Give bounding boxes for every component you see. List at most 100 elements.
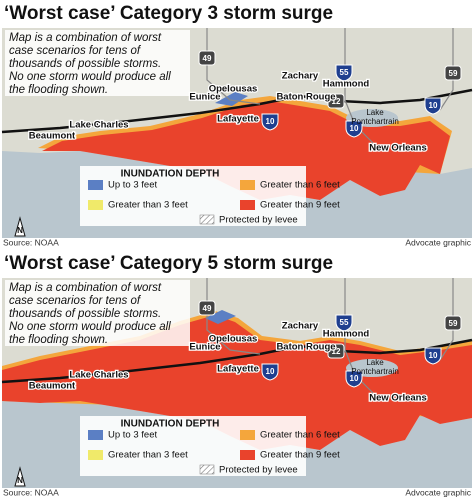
highway-number: 12 <box>332 347 341 356</box>
road <box>439 28 454 111</box>
highway-shield <box>444 65 462 81</box>
road <box>439 278 454 361</box>
interstate-shield <box>424 97 442 115</box>
interstate-shield <box>261 363 279 381</box>
note-box <box>5 30 190 96</box>
legend-label: Greater than 9 feet <box>260 450 340 461</box>
surge-blue <box>205 310 236 324</box>
highway-number: 10 <box>429 351 438 360</box>
credit: Advocate graphic <box>405 237 471 247</box>
legend-label: Up to 3 feet <box>108 180 157 191</box>
city-label: Beaumont <box>29 381 76 392</box>
panel-title: ‘Worst case’ Category 3 storm surge <box>4 3 333 24</box>
source: Source: NOAA <box>3 487 59 497</box>
note-line: No one storm would produce all <box>9 71 171 83</box>
note-line: thousands of possible storms. <box>9 58 161 70</box>
north-label: N <box>17 476 23 485</box>
highway-number: 10 <box>350 374 359 383</box>
city-label: New Orleans <box>369 393 427 404</box>
city-label: Beaumont <box>29 131 76 142</box>
interstate <box>1 88 473 134</box>
legend-box <box>80 416 306 476</box>
interstate-shield <box>261 113 279 131</box>
highway-number: 12 <box>332 97 341 106</box>
highway-number: 10 <box>429 101 438 110</box>
city-label: Zachary <box>282 71 319 82</box>
city-label: Baton Rouge <box>276 92 335 103</box>
north-arrow <box>14 216 26 237</box>
note-line: No one storm would produce all <box>9 321 171 333</box>
legend-label: Up to 3 feet <box>108 430 157 441</box>
highway-number: 10 <box>350 124 359 133</box>
levee-swatch <box>199 214 215 225</box>
highway-shield <box>327 343 345 359</box>
legend-label: Protected by levee <box>219 465 298 476</box>
highway-shield <box>198 300 216 316</box>
interstate <box>1 338 473 384</box>
city-label: Lake Charles <box>69 370 128 381</box>
highway-shield <box>444 315 462 331</box>
levee-swatch <box>199 464 215 475</box>
city-label: Eunice <box>189 342 220 353</box>
legend-label: Greater than 3 feet <box>108 200 188 211</box>
road <box>344 278 381 401</box>
lake-label: Pontchartrain <box>351 367 399 376</box>
surge-red <box>2 315 472 450</box>
north-label: N <box>17 226 23 235</box>
highway-number: 10 <box>266 367 275 376</box>
panel: ‘Worst case’ Category 5 storm surge Map i… <box>1 253 473 497</box>
highway-shield <box>327 93 345 109</box>
city-label: Lafayette <box>217 114 259 125</box>
legend-box <box>80 166 306 226</box>
city-label: Hammond <box>323 329 370 340</box>
interstate-shield <box>335 314 353 332</box>
panel: ‘Worst case’ Category 3 storm surge Map i… <box>1 3 473 247</box>
highway-shield <box>198 50 216 66</box>
legend-swatch <box>88 450 103 460</box>
interstate-shield <box>335 64 353 82</box>
note-line: the flooding shown. <box>9 84 108 96</box>
legend-swatch <box>240 200 255 210</box>
legend-swatch <box>88 180 103 190</box>
city-label: Lafayette <box>217 364 259 375</box>
city-label: Lake Charles <box>69 120 128 131</box>
credit: Advocate graphic <box>405 487 471 497</box>
lake-label: Lake <box>366 358 384 367</box>
highway-number: 55 <box>340 68 349 77</box>
legend-label: Greater than 9 feet <box>260 200 340 211</box>
legend-swatch <box>88 200 103 210</box>
interstate-shield <box>345 120 363 138</box>
legend-label: Greater than 6 feet <box>260 180 340 191</box>
lake-label: Lake <box>366 108 384 117</box>
note-line: the flooding shown. <box>9 334 108 346</box>
interstate-shield <box>345 370 363 388</box>
city-label: Zachary <box>282 321 319 332</box>
city-label: Eunice <box>189 92 220 103</box>
note-line: thousands of possible storms. <box>9 308 161 320</box>
note-line: case scenarios for tens of <box>9 295 142 307</box>
legend-label: Protected by levee <box>219 215 298 226</box>
north-arrow <box>14 466 26 487</box>
city-label: New Orleans <box>369 143 427 154</box>
note-line: Map is a combination of worst <box>9 282 162 294</box>
note-line: Map is a combination of worst <box>9 32 162 44</box>
highway-number: 59 <box>449 319 458 328</box>
highway-number: 55 <box>340 318 349 327</box>
source: Source: NOAA <box>3 237 59 247</box>
city-label: Opelousas <box>209 84 258 95</box>
note-line: case scenarios for tens of <box>9 45 142 57</box>
panel-title: ‘Worst case’ Category 5 storm surge <box>4 253 333 274</box>
highway-number: 10 <box>266 117 275 126</box>
city-label: Baton Rouge <box>276 342 335 353</box>
legend-swatch <box>240 450 255 460</box>
surge-blue <box>215 92 248 106</box>
legend-label: Greater than 3 feet <box>108 450 188 461</box>
city-label: Hammond <box>323 79 370 90</box>
lake-label: Pontchartrain <box>351 117 399 126</box>
road <box>344 28 381 151</box>
legend-swatch <box>240 430 255 440</box>
highway-number: 49 <box>203 304 212 313</box>
highway-number: 49 <box>203 54 212 63</box>
legend-title: INUNDATION DEPTH <box>121 419 220 430</box>
